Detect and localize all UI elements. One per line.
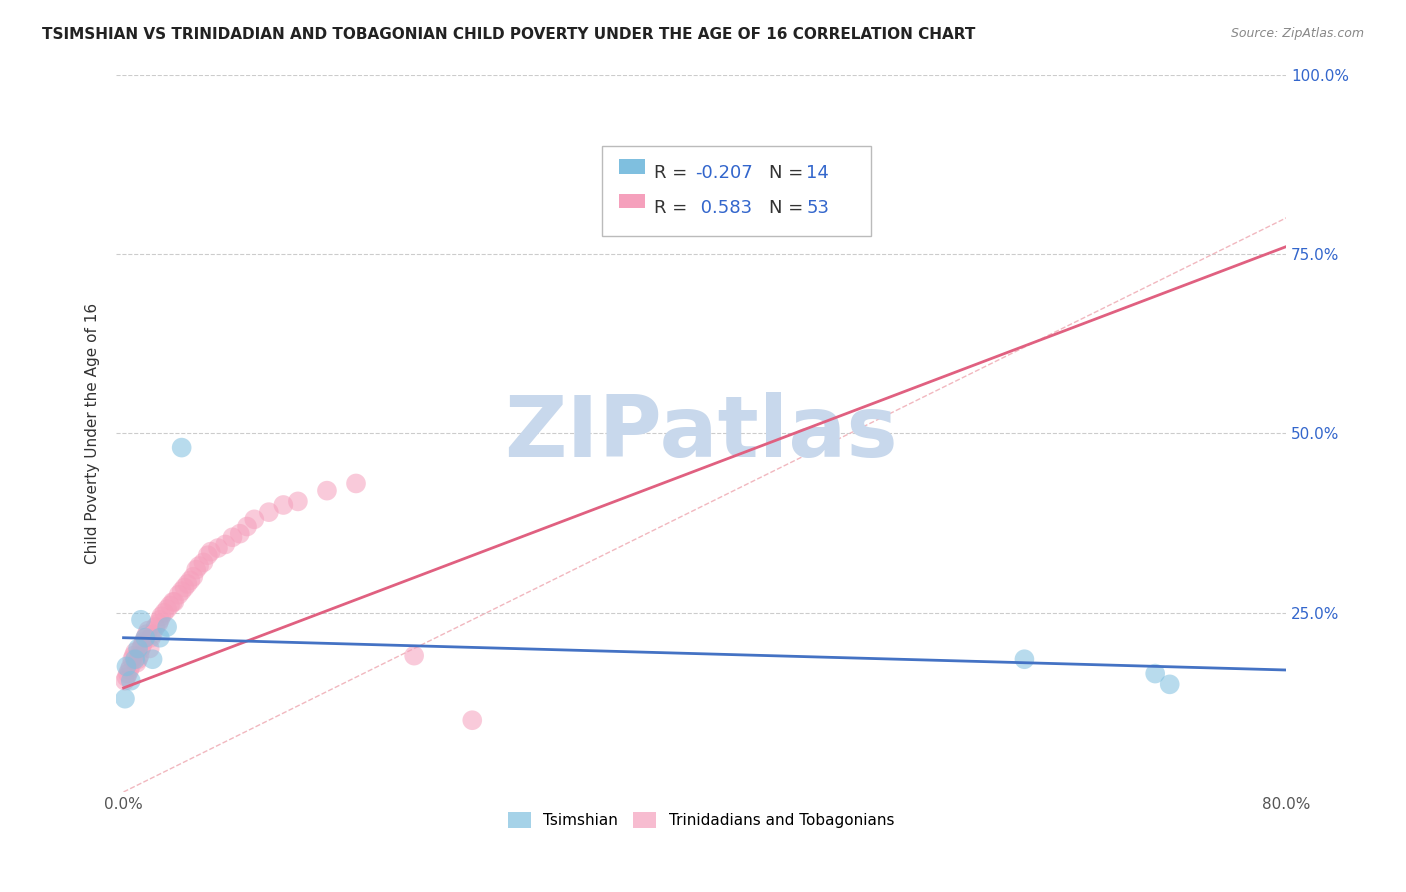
Point: [170, 441, 193, 455]
Point: [124, 652, 146, 666]
Point: [127, 652, 149, 666]
Point: [1144, 666, 1167, 681]
Point: [121, 652, 143, 666]
Point: [167, 588, 190, 602]
Y-axis label: Child Poverty Under the Age of 16: Child Poverty Under the Age of 16: [86, 302, 100, 564]
Point: [114, 673, 136, 688]
Point: [120, 673, 142, 688]
Point: [115, 659, 138, 673]
Point: [176, 577, 198, 591]
Point: [134, 631, 156, 645]
Text: 53: 53: [807, 199, 830, 217]
Text: TSIMSHIAN VS TRINIDADIAN AND TOBAGONIAN CHILD POVERTY UNDER THE AGE OF 16 CORREL: TSIMSHIAN VS TRINIDADIAN AND TOBAGONIAN …: [42, 27, 976, 42]
Text: R =: R =: [654, 164, 693, 182]
Legend: Tsimshian, Trinidadians and Tobagonians: Tsimshian, Trinidadians and Tobagonians: [502, 806, 900, 835]
Point: [197, 548, 219, 562]
Text: 14: 14: [807, 164, 830, 182]
Point: [129, 641, 152, 656]
Point: [229, 526, 252, 541]
Point: [134, 631, 156, 645]
Point: [188, 558, 211, 573]
Point: [149, 631, 172, 645]
Point: [214, 537, 236, 551]
Point: [132, 634, 155, 648]
FancyBboxPatch shape: [619, 160, 645, 174]
Point: [135, 627, 157, 641]
Text: N =: N =: [769, 164, 808, 182]
Point: [150, 609, 173, 624]
Point: [461, 713, 484, 727]
Point: [236, 519, 259, 533]
Point: [156, 620, 179, 634]
Point: [153, 606, 176, 620]
Point: [136, 624, 159, 638]
Point: [148, 616, 170, 631]
Point: [122, 648, 145, 663]
Point: [344, 476, 367, 491]
Point: [124, 645, 146, 659]
Point: [200, 544, 222, 558]
Point: [1014, 652, 1036, 666]
Text: 0.583: 0.583: [696, 199, 752, 217]
Point: [125, 656, 148, 670]
Point: [149, 613, 172, 627]
Point: [114, 691, 136, 706]
Point: [117, 666, 139, 681]
Text: N =: N =: [769, 199, 808, 217]
Point: [257, 505, 280, 519]
Point: [243, 512, 266, 526]
Point: [181, 570, 204, 584]
Point: [142, 652, 165, 666]
Point: [173, 581, 195, 595]
Point: [207, 541, 229, 555]
Point: [316, 483, 339, 498]
Point: [273, 498, 295, 512]
Point: [159, 599, 181, 613]
Point: [287, 494, 309, 508]
Point: [170, 584, 193, 599]
Point: [186, 563, 208, 577]
Text: ZIPatlas: ZIPatlas: [505, 392, 898, 475]
FancyBboxPatch shape: [619, 194, 645, 208]
Point: [163, 595, 186, 609]
Point: [162, 595, 184, 609]
Point: [131, 638, 153, 652]
Point: [128, 648, 150, 663]
Point: [118, 663, 141, 677]
Point: [127, 641, 149, 656]
Point: [120, 659, 142, 673]
Point: [138, 641, 160, 656]
Point: [1159, 677, 1181, 691]
FancyBboxPatch shape: [602, 146, 870, 236]
Point: [139, 631, 162, 645]
Point: [115, 670, 138, 684]
Point: [129, 613, 152, 627]
Point: [221, 530, 243, 544]
Point: [156, 602, 179, 616]
Text: Source: ZipAtlas.com: Source: ZipAtlas.com: [1230, 27, 1364, 40]
Text: R =: R =: [654, 199, 693, 217]
Text: -0.207: -0.207: [696, 164, 754, 182]
Point: [179, 574, 201, 588]
Point: [142, 627, 165, 641]
Point: [404, 648, 426, 663]
Point: [145, 620, 167, 634]
Point: [193, 555, 215, 569]
